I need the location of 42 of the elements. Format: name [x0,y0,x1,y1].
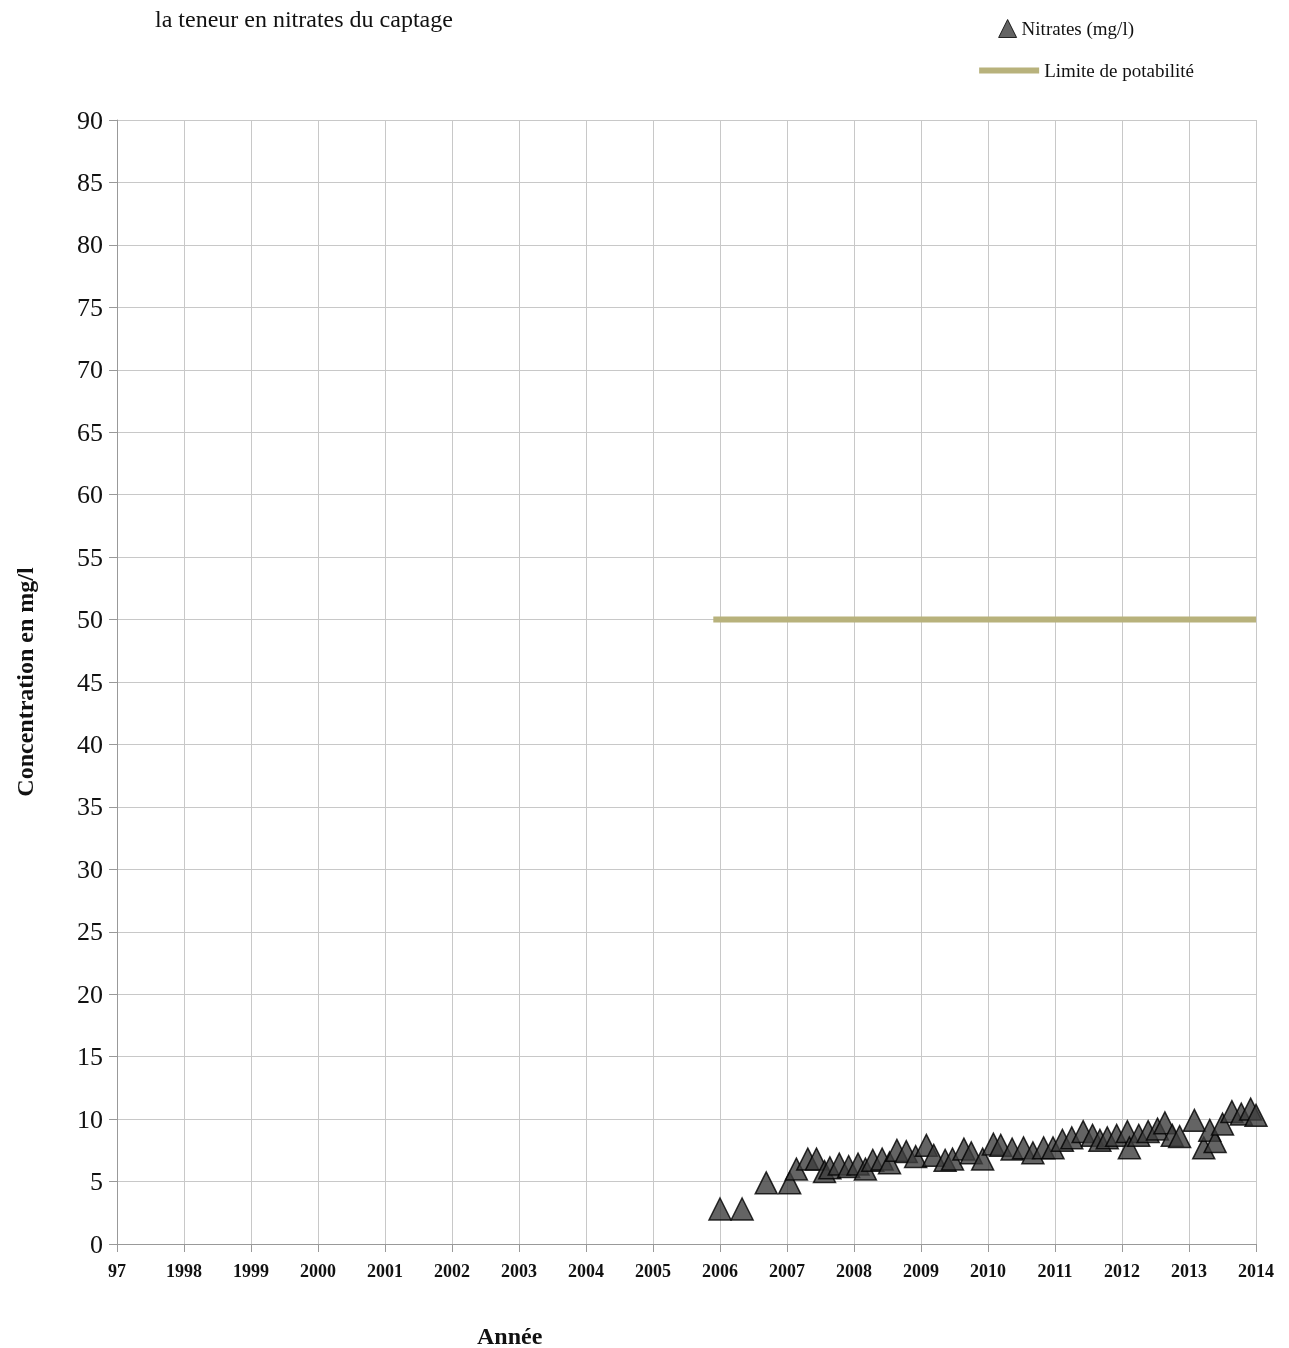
x-tick-label: 2008 [836,1261,872,1281]
y-tick-label: 80 [77,230,103,260]
y-tick-label: 70 [77,355,103,385]
y-tick-label: 10 [77,1104,103,1134]
x-tick-label: 2000 [300,1261,336,1281]
y-tick-label: 30 [77,854,103,884]
x-tick-label: 2009 [903,1261,939,1281]
y-tick-label: 25 [77,917,103,947]
x-tick-label: 2005 [635,1261,671,1281]
legend-label: Limite de potabilité [1044,60,1195,81]
x-tick-label: 2013 [1171,1261,1207,1281]
y-tick-label: 90 [77,105,103,135]
legend-label: Nitrates (mg/l) [1021,18,1134,40]
x-tick-label: 2002 [434,1261,470,1281]
x-tick-label: 97 [108,1261,126,1281]
y-tick-label: 0 [90,1229,103,1259]
x-tick-label: 2003 [501,1261,537,1281]
x-tick-label: 1999 [233,1261,269,1281]
x-tick-label: 2007 [769,1261,805,1281]
x-tick-label: 2006 [702,1261,738,1281]
y-tick-label: 15 [77,1042,103,1072]
x-tick-label: 2010 [970,1261,1006,1281]
chart-title: la teneur en nitrates du captage [155,6,453,32]
y-tick-label: 85 [77,167,103,197]
y-tick-label: 50 [77,605,103,635]
y-tick-label: 20 [77,979,103,1009]
x-tick-label: 2014 [1238,1261,1274,1281]
y-tick-label: 75 [77,292,103,322]
y-tick-label: 55 [77,542,103,572]
x-tick-label: 2001 [367,1261,403,1281]
x-tick-label: 2011 [1037,1261,1073,1281]
x-tick-label: 2004 [568,1261,604,1281]
x-tick-label: 1998 [166,1261,202,1281]
y-tick-label: 40 [77,729,103,759]
y-tick-label: 5 [90,1167,103,1197]
y-tick-label: 60 [77,480,103,510]
y-tick-label: 65 [77,417,103,447]
x-axis-title: Année [477,1323,543,1348]
y-tick-label: 35 [77,792,103,822]
x-tick-label: 2012 [1104,1261,1140,1281]
y-axis-title: Concentration en mg/l [12,567,38,797]
y-tick-label: 45 [77,667,103,697]
